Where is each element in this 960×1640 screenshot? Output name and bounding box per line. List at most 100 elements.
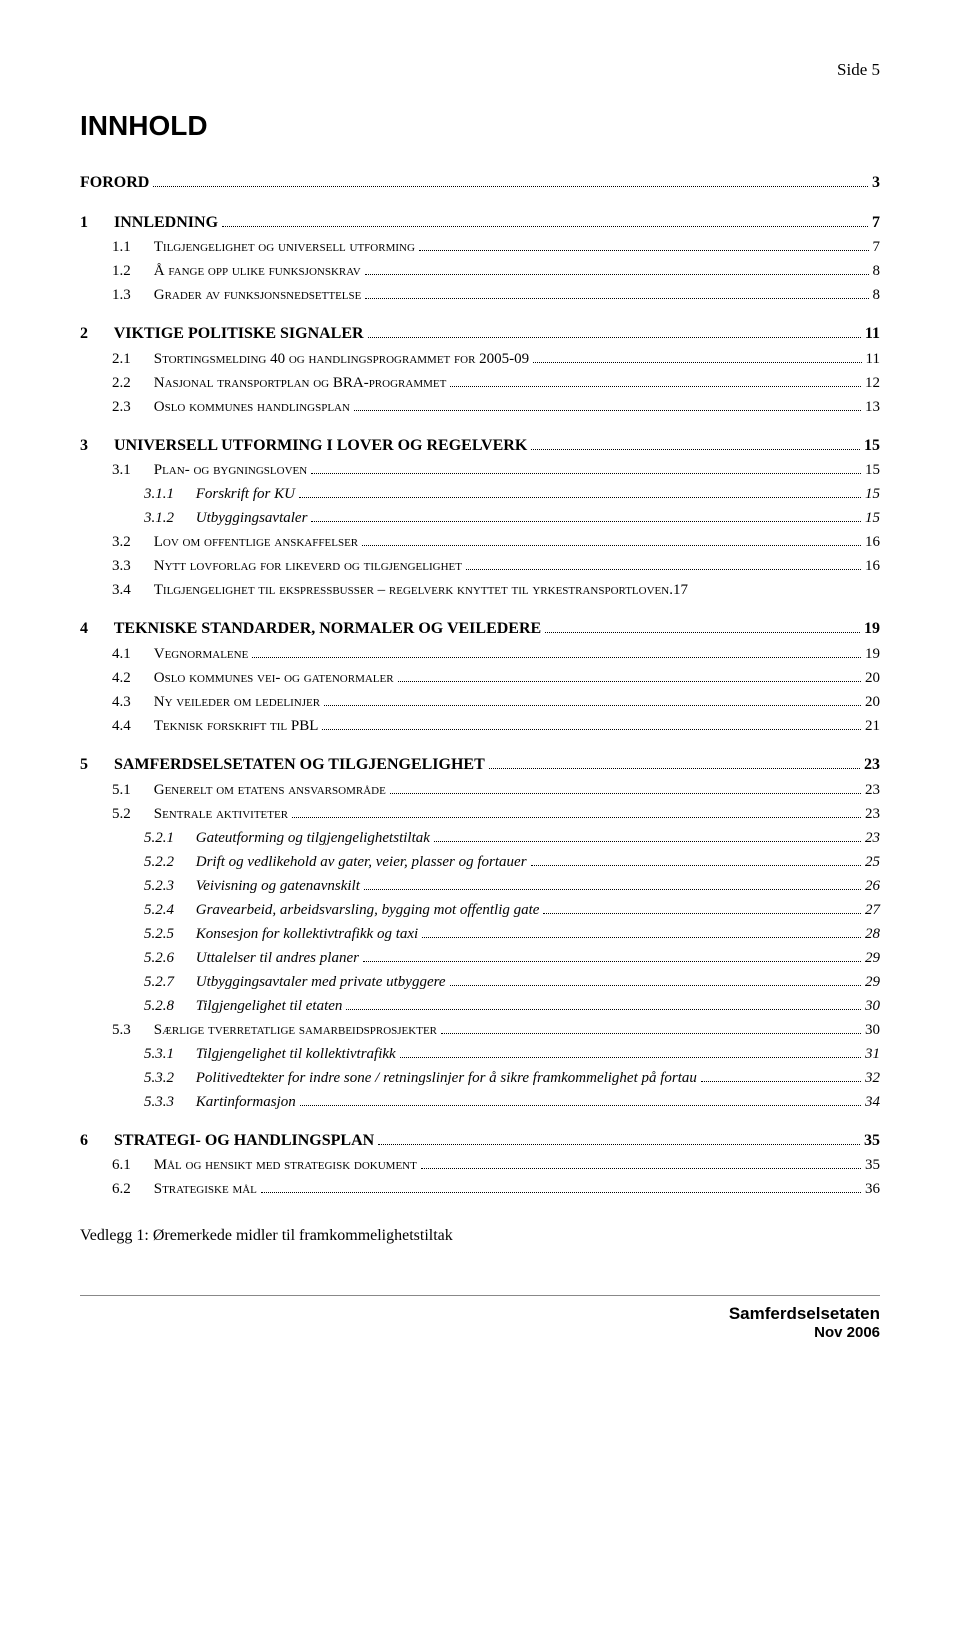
toc-entry[interactable]: 5.2.2 Drift og vedlikehold av gater, vei… [80,850,880,874]
toc-entry-title: Stortingsmelding 40 og handlingsprogramm… [154,351,529,367]
table-of-contents: FORORD 31 INNLEDNING 71.1 Tilgjengelighe… [80,170,880,1201]
toc-entry[interactable]: 4.1 Vegnormalene 19 [80,642,880,666]
toc-entry-title: Ny veileder om ledelinjer [154,694,320,710]
toc-entry[interactable]: 3.1.1 Forskrift for KU 15 [80,482,880,506]
toc-leader-dots [398,681,861,682]
toc-entry-label: 4.2 Oslo kommunes vei- og gatenormaler [112,666,394,690]
toc-entry[interactable]: 5.2.4 Gravearbeid, arbeidsvarsling, bygg… [80,898,880,922]
toc-entry-label: 1.1 Tilgjengelighet og universell utform… [112,235,415,259]
toc-entry[interactable]: 5.2.7 Utbyggingsavtaler med private utby… [80,970,880,994]
toc-leader-dots [222,226,868,227]
toc-entry-label: 3.1.1 Forskrift for KU [144,482,295,506]
toc-entry-page: 16 [865,554,880,578]
toc-entry[interactable]: 4.4 Teknisk forskrift til PBL 21 [80,714,880,738]
toc-entry-title: Tilgjengelighet og universell utforming [154,239,415,255]
toc-entry-label: 1 INNLEDNING [80,210,218,236]
toc-entry[interactable]: 5.3 Særlige tverretatlige samarbeidspros… [80,1018,880,1042]
toc-entry-number: 6 [80,1128,110,1154]
toc-entry-title: Vegnormalene [154,646,249,662]
toc-entry-number: 1.1 [112,235,150,259]
appendix-note: Vedlegg 1: Øremerkede midler til framkom… [80,1227,880,1245]
toc-leader-dots [419,250,869,251]
toc-entry-title: Særlige tverretatlige samarbeidsprosjekt… [154,1022,437,1038]
toc-entry[interactable]: 2 VIKTIGE POLITISKE SIGNALER 11 [80,321,880,347]
toc-entry-label: 5.3.2 Politivedtekter for indre sone / r… [144,1066,697,1090]
toc-entry[interactable]: 3.1.2 Utbyggingsavtaler 15 [80,506,880,530]
toc-entry-page: 7 [873,235,881,259]
toc-entry-page: 35 [865,1153,880,1177]
toc-entry[interactable]: 6.2 Strategiske mål 36 [80,1177,880,1201]
toc-entry[interactable]: 5.3.2 Politivedtekter for indre sone / r… [80,1066,880,1090]
toc-entry[interactable]: 5.2 Sentrale aktiviteter 23 [80,802,880,826]
toc-entry[interactable]: 5.2.6 Uttalelser til andres planer 29 [80,946,880,970]
toc-entry-label: 2.3 Oslo kommunes handlingsplan [112,395,350,419]
toc-entry[interactable]: 2.1 Stortingsmelding 40 og handlingsprog… [80,347,880,371]
toc-entry-number: 5.2.6 [144,946,192,970]
toc-entry[interactable]: 1.1 Tilgjengelighet og universell utform… [80,235,880,259]
toc-entry-number: 5.2.5 [144,922,192,946]
toc-entry-title: Gateutforming og tilgjengelighetstiltak [196,830,430,846]
toc-entry[interactable]: 5.2.8 Tilgjengelighet til etaten 30 [80,994,880,1018]
toc-entry-label: 5.1 Generelt om etatens ansvarsområde [112,778,386,802]
toc-entry-title: Oslo kommunes handlingsplan [154,399,350,415]
toc-entry-title: Nytt lovforlag for likeverd og tilgjenge… [154,558,462,574]
toc-entry[interactable]: 3.4 Tilgjengelighet til ekspressbusser –… [80,578,880,602]
toc-entry-title: Konsesjon for kollektivtrafikk og taxi [196,926,418,942]
toc-entry-page: 29 [865,970,880,994]
toc-entry[interactable]: FORORD 3 [80,170,880,196]
toc-entry-number: 1 [80,210,110,236]
toc-entry-title: Drift og vedlikehold av gater, veier, pl… [196,854,527,870]
toc-leader-dots [466,569,861,570]
toc-entry-number: 5 [80,752,110,778]
toc-entry[interactable]: 6 STRATEGI- OG HANDLINGSPLAN 35 [80,1128,880,1154]
toc-entry-label: FORORD [80,170,149,196]
toc-entry[interactable]: 5.2.5 Konsesjon for kollektivtrafikk og … [80,922,880,946]
toc-entry-title: Utbyggingsavtaler med private utbyggere [196,974,446,990]
toc-entry-number: 5.2.8 [144,994,192,1018]
toc-entry[interactable]: 4.3 Ny veileder om ledelinjer 20 [80,690,880,714]
toc-entry-label: 3 UNIVERSELL UTFORMING I LOVER OG REGELV… [80,433,527,459]
toc-leader-dots [400,1057,861,1058]
toc-entry[interactable]: 3 UNIVERSELL UTFORMING I LOVER OG REGELV… [80,433,880,459]
toc-entry-label: 4.4 Teknisk forskrift til PBL [112,714,318,738]
toc-entry-page: 17 [673,578,688,602]
toc-entry[interactable]: 5 SAMFERDSELSETATEN OG TILGJENGELIGHET 2… [80,752,880,778]
toc-leader-dots [299,497,861,498]
toc-leader-dots [261,1192,861,1193]
toc-entry-title: Teknisk forskrift til PBL [154,718,319,734]
toc-leader-dots [322,729,861,730]
toc-entry-page: 8 [873,259,881,283]
toc-entry[interactable]: 2.2 Nasjonal transportplan og BRA-progra… [80,371,880,395]
toc-entry-title: Generelt om etatens ansvarsområde [154,782,386,798]
toc-entry-page: 11 [866,347,880,371]
toc-entry-page: 36 [865,1177,880,1201]
toc-entry[interactable]: 6.1 Mål og hensikt med strategisk dokume… [80,1153,880,1177]
toc-entry[interactable]: 2.3 Oslo kommunes handlingsplan 13 [80,395,880,419]
toc-entry[interactable]: 1.2 Å fange opp ulike funksjonskrav 8 [80,259,880,283]
toc-entry-number: 3.3 [112,554,150,578]
toc-entry[interactable]: 5.1 Generelt om etatens ansvarsområde 23 [80,778,880,802]
toc-entry-page: 15 [865,458,880,482]
toc-entry[interactable]: 1 INNLEDNING 7 [80,210,880,236]
toc-entry[interactable]: 4 TEKNISKE STANDARDER, NORMALER OG VEILE… [80,616,880,642]
toc-entry-page: 3 [872,170,880,196]
toc-entry[interactable]: 3.3 Nytt lovforlag for likeverd og tilgj… [80,554,880,578]
toc-entry[interactable]: 5.2.1 Gateutforming og tilgjengelighetst… [80,826,880,850]
toc-leader-dots [543,913,861,914]
toc-entry[interactable]: 1.3 Grader av funksjonsnedsettelse 8 [80,283,880,307]
toc-entry[interactable]: 5.3.3 Kartinformasjon 34 [80,1090,880,1114]
toc-entry-label: 4 TEKNISKE STANDARDER, NORMALER OG VEILE… [80,616,541,642]
toc-entry[interactable]: 3.2 Lov om offentlige anskaffelser 16 [80,530,880,554]
toc-entry[interactable]: 5.3.1 Tilgjengelighet til kollektivtrafi… [80,1042,880,1066]
toc-entry[interactable]: 5.2.3 Veivisning og gatenavnskilt 26 [80,874,880,898]
toc-leader-dots [368,337,861,338]
toc-entry[interactable]: 4.2 Oslo kommunes vei- og gatenormaler 2… [80,666,880,690]
toc-entry-title: Forskrift for KU [196,486,295,502]
toc-entry-title: Uttalelser til andres planer [196,950,359,966]
toc-leader-dots [531,449,860,450]
toc-entry-label: 3.4 Tilgjengelighet til ekspressbusser –… [112,578,673,602]
toc-leader-dots [365,298,868,299]
toc-leader-dots [378,1144,860,1145]
toc-leader-dots [346,1009,861,1010]
toc-entry[interactable]: 3.1 Plan- og bygningsloven 15 [80,458,880,482]
